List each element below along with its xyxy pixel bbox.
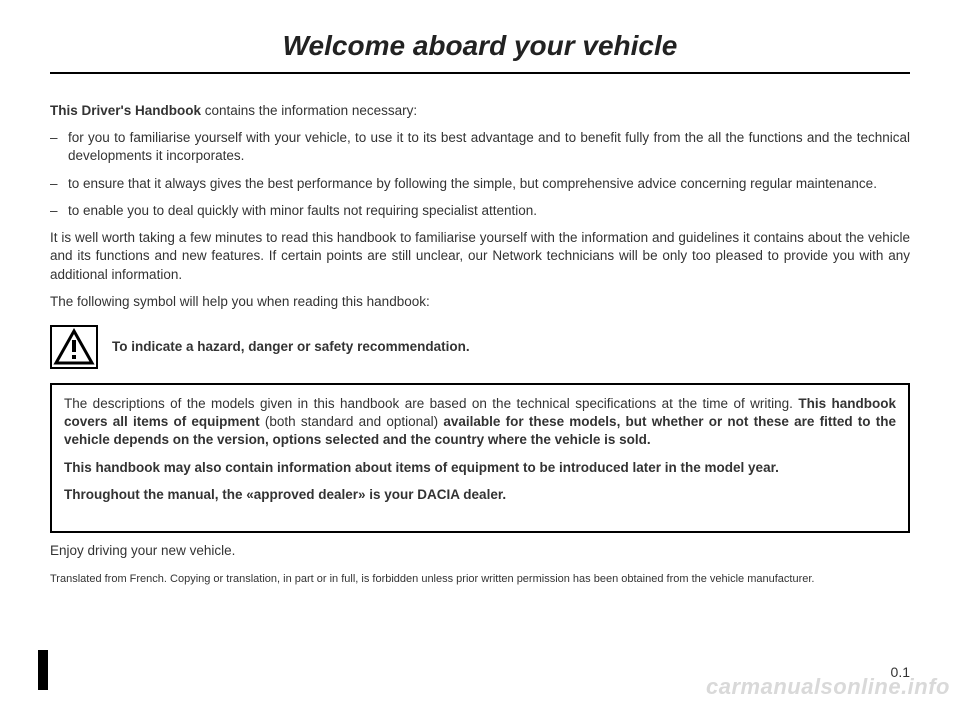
intro-paragraph: It is well worth taking a few minutes to… [50, 229, 910, 284]
box-paragraph: Throughout the manual, the «approved dea… [64, 486, 896, 504]
intro-section: This Driver's Handbook contains the info… [50, 102, 910, 311]
intro-lead: This Driver's Handbook contains the info… [50, 102, 910, 120]
intro-bullet-list: for you to familiarise yourself with you… [50, 129, 910, 220]
box-paragraph: This handbook may also contain informati… [64, 459, 896, 477]
manual-page: Welcome aboard your vehicle This Driver'… [0, 0, 960, 710]
hazard-text: To indicate a hazard, danger or safety r… [112, 339, 470, 354]
intro-bullet: for you to familiarise yourself with you… [50, 129, 910, 165]
warning-triangle-icon [50, 325, 98, 369]
box-text-bold: This handbook may also contain informati… [64, 460, 779, 475]
box-text-bold: Throughout the manual, the «approved dea… [64, 487, 506, 502]
hazard-symbol-row: To indicate a hazard, danger or safety r… [50, 325, 910, 369]
info-box: The descriptions of the models given in … [50, 383, 910, 533]
intro-bullet: to enable you to deal quickly with minor… [50, 202, 910, 220]
page-title: Welcome aboard your vehicle [50, 30, 910, 74]
watermark-text: carmanualsonline.info [706, 674, 950, 700]
closing-text: Enjoy driving your new vehicle. [50, 543, 910, 558]
box-paragraph: The descriptions of the models given in … [64, 395, 896, 450]
box-text: (both standard and optional) [265, 414, 443, 429]
translation-footnote: Translated from French. Copying or trans… [50, 572, 910, 586]
section-tab-marker [38, 650, 48, 690]
intro-bullet: to ensure that it always gives the best … [50, 175, 910, 193]
intro-paragraph: The following symbol will help you when … [50, 293, 910, 311]
intro-lead-bold: This Driver's Handbook [50, 103, 205, 118]
box-text: The descriptions of the models given in … [64, 396, 798, 411]
intro-lead-rest: contains the information necessary: [205, 103, 417, 118]
